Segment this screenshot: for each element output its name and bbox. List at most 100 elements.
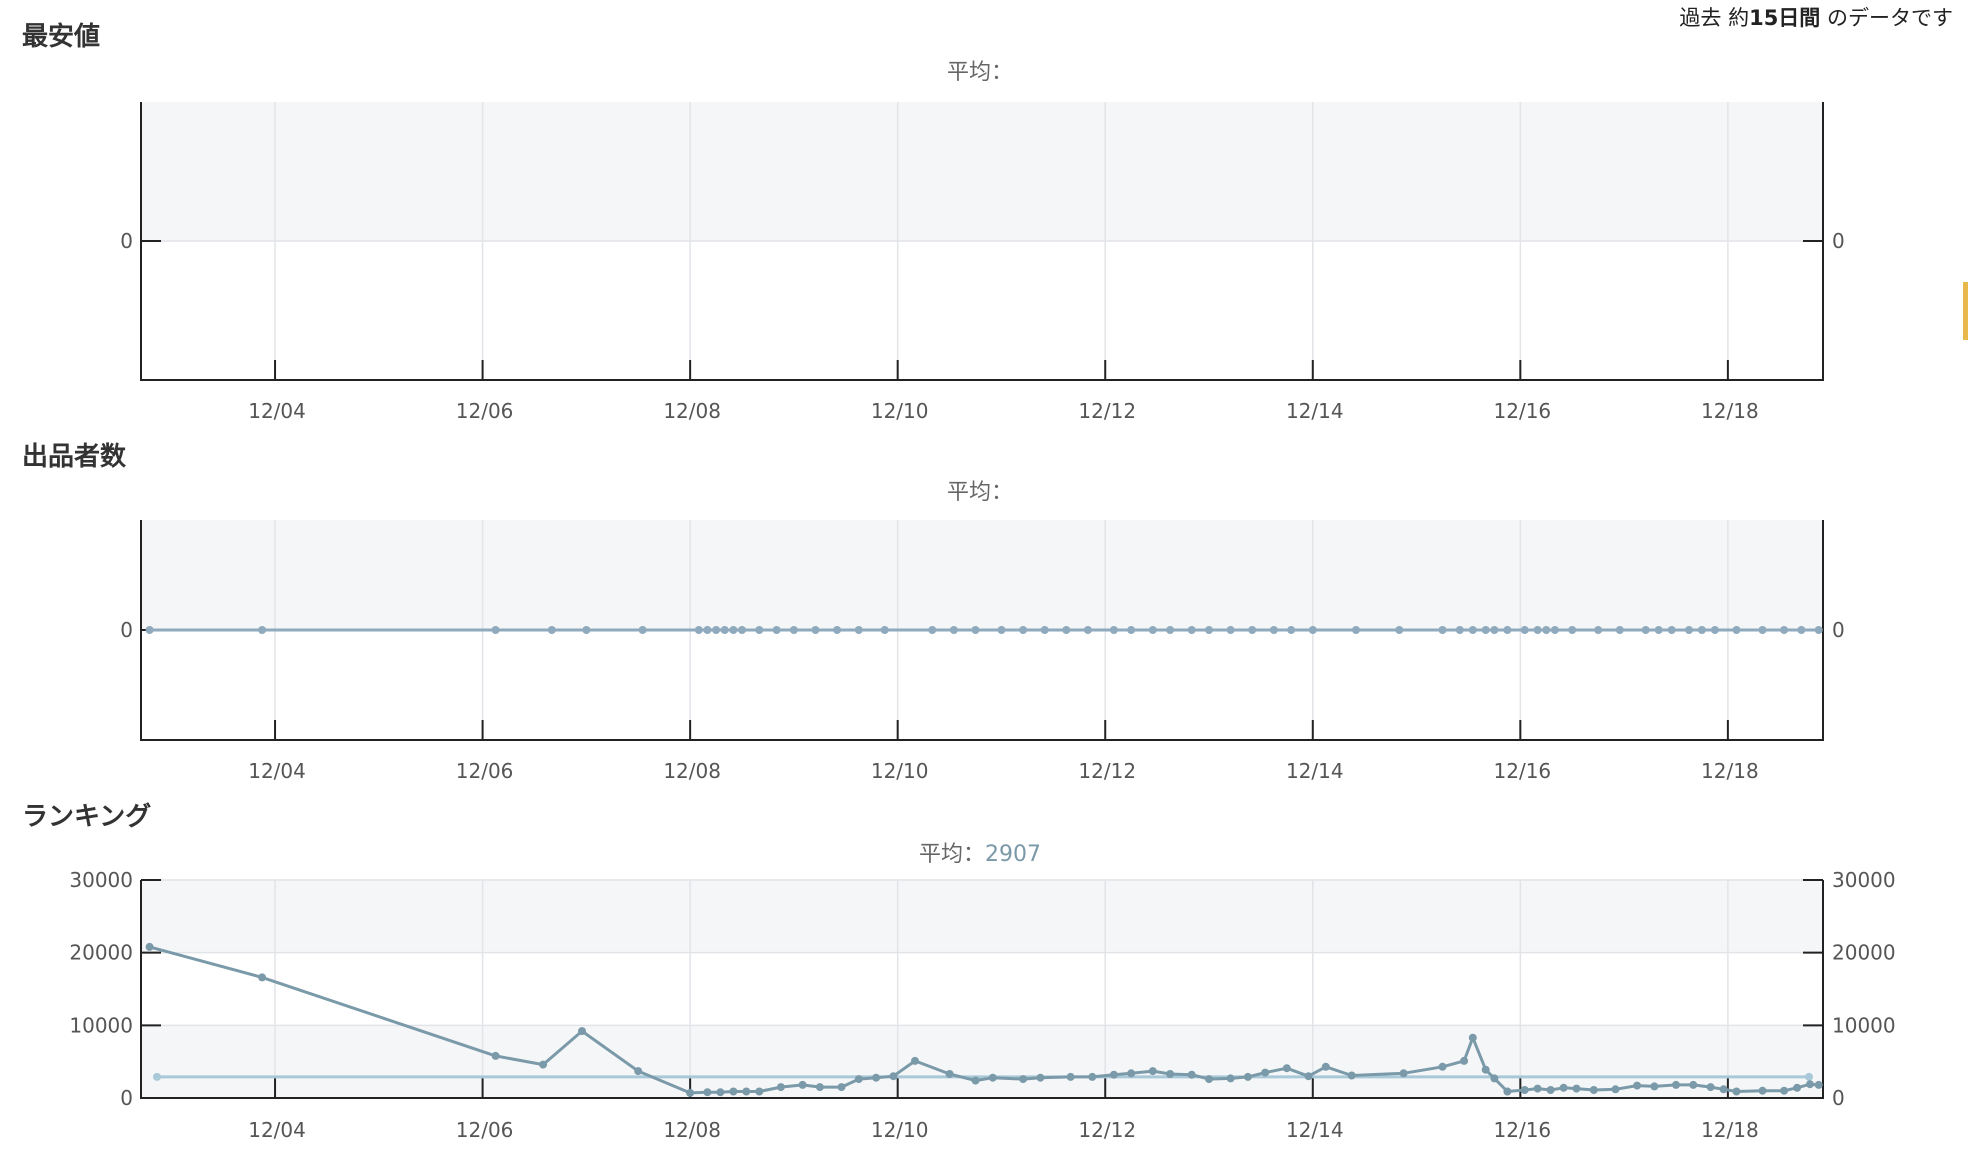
data-point[interactable] bbox=[1308, 626, 1317, 634]
data-point[interactable] bbox=[1546, 1086, 1555, 1094]
data-point[interactable] bbox=[889, 1072, 898, 1081]
data-point[interactable] bbox=[1261, 1068, 1270, 1077]
data-point[interactable] bbox=[755, 1087, 764, 1096]
data-point[interactable] bbox=[1533, 626, 1542, 634]
data-point[interactable] bbox=[872, 1073, 881, 1082]
data-point[interactable] bbox=[1226, 626, 1235, 634]
data-point[interactable] bbox=[1269, 626, 1278, 634]
data-point[interactable] bbox=[1710, 626, 1719, 634]
data-point[interactable] bbox=[145, 942, 154, 951]
data-point[interactable] bbox=[720, 626, 729, 634]
data-point[interactable] bbox=[1559, 1083, 1568, 1092]
data-point[interactable] bbox=[1589, 1086, 1598, 1094]
data-point[interactable] bbox=[949, 626, 958, 634]
data-point[interactable] bbox=[1814, 626, 1823, 634]
data-point[interactable] bbox=[1166, 1070, 1175, 1078]
data-point[interactable] bbox=[776, 1083, 785, 1092]
data-point[interactable] bbox=[703, 626, 712, 634]
data-point[interactable] bbox=[1282, 1064, 1291, 1073]
data-point[interactable] bbox=[258, 626, 267, 634]
data-point[interactable] bbox=[1148, 626, 1157, 634]
data-point[interactable] bbox=[578, 1027, 586, 1036]
data-point[interactable] bbox=[854, 626, 863, 634]
data-point[interactable] bbox=[880, 626, 889, 634]
data-point[interactable] bbox=[1490, 626, 1499, 634]
data-point[interactable] bbox=[1481, 1065, 1490, 1074]
data-point[interactable] bbox=[1550, 626, 1559, 634]
data-point[interactable] bbox=[1088, 1072, 1097, 1081]
data-point[interactable] bbox=[1455, 626, 1464, 634]
data-point[interactable] bbox=[1083, 626, 1092, 634]
data-point[interactable] bbox=[1321, 1062, 1330, 1071]
data-point[interactable] bbox=[1166, 626, 1175, 634]
data-point[interactable] bbox=[1438, 1062, 1447, 1071]
data-point[interactable] bbox=[1399, 1069, 1408, 1078]
data-point[interactable] bbox=[638, 626, 647, 634]
data-point[interactable] bbox=[258, 973, 267, 982]
data-point[interactable] bbox=[1758, 1086, 1767, 1095]
data-point[interactable] bbox=[539, 1060, 548, 1069]
data-point[interactable] bbox=[1667, 626, 1676, 634]
data-point[interactable] bbox=[854, 1075, 863, 1084]
data-point[interactable] bbox=[971, 1076, 980, 1085]
data-point[interactable] bbox=[1036, 1073, 1045, 1082]
data-point[interactable] bbox=[772, 626, 781, 634]
data-point[interactable] bbox=[729, 626, 738, 634]
data-point[interactable] bbox=[1814, 1080, 1823, 1089]
data-point[interactable] bbox=[634, 1067, 643, 1076]
data-point[interactable] bbox=[1062, 626, 1071, 634]
data-point[interactable] bbox=[1654, 626, 1663, 634]
data-point[interactable] bbox=[1793, 1083, 1802, 1092]
data-point[interactable] bbox=[837, 1083, 846, 1092]
data-point[interactable] bbox=[1542, 626, 1551, 634]
data-point[interactable] bbox=[491, 626, 500, 634]
data-point[interactable] bbox=[1615, 626, 1624, 634]
data-point[interactable] bbox=[1520, 626, 1529, 634]
data-point[interactable] bbox=[833, 626, 842, 634]
data-point[interactable] bbox=[811, 626, 820, 634]
data-point[interactable] bbox=[1641, 626, 1650, 634]
data-point[interactable] bbox=[1706, 1083, 1715, 1092]
data-point[interactable] bbox=[945, 1070, 954, 1078]
data-point[interactable] bbox=[1758, 626, 1767, 634]
data-point[interactable] bbox=[712, 626, 721, 634]
data-point[interactable] bbox=[1572, 1084, 1581, 1093]
data-point[interactable] bbox=[1594, 626, 1603, 634]
data-point[interactable] bbox=[1650, 1082, 1659, 1091]
data-point[interactable] bbox=[1304, 1072, 1313, 1081]
data-point[interactable] bbox=[1226, 1074, 1235, 1083]
data-point[interactable] bbox=[988, 1073, 997, 1082]
data-point[interactable] bbox=[1520, 1086, 1529, 1094]
data-point[interactable] bbox=[1719, 1085, 1728, 1094]
data-point[interactable] bbox=[1019, 1075, 1028, 1084]
data-point[interactable] bbox=[798, 1080, 807, 1089]
data-point[interactable] bbox=[1205, 626, 1213, 634]
data-point[interactable] bbox=[1468, 626, 1477, 634]
data-point[interactable] bbox=[547, 626, 556, 634]
data-point[interactable] bbox=[1243, 1072, 1252, 1081]
data-point[interactable] bbox=[1248, 626, 1257, 634]
data-point[interactable] bbox=[1780, 1086, 1789, 1095]
data-point[interactable] bbox=[1503, 626, 1512, 634]
data-point[interactable] bbox=[1187, 626, 1196, 634]
data-point[interactable] bbox=[1287, 626, 1296, 634]
data-point[interactable] bbox=[928, 626, 937, 634]
data-point[interactable] bbox=[1732, 1087, 1741, 1096]
data-point[interactable] bbox=[1481, 626, 1490, 634]
data-point[interactable] bbox=[1019, 626, 1028, 634]
data-point[interactable] bbox=[145, 626, 154, 634]
data-point[interactable] bbox=[1633, 1081, 1642, 1090]
data-point[interactable] bbox=[738, 626, 746, 634]
data-point[interactable] bbox=[1503, 1087, 1512, 1096]
data-point[interactable] bbox=[997, 626, 1006, 634]
data-point[interactable] bbox=[1611, 1085, 1620, 1094]
data-point[interactable] bbox=[1205, 1075, 1213, 1084]
data-point[interactable] bbox=[1109, 1070, 1118, 1079]
data-point[interactable] bbox=[789, 626, 798, 634]
data-point[interactable] bbox=[1066, 1072, 1075, 1081]
data-point[interactable] bbox=[1395, 626, 1404, 634]
data-point[interactable] bbox=[1797, 626, 1806, 634]
data-point[interactable] bbox=[1806, 1080, 1814, 1089]
data-point[interactable] bbox=[1672, 1080, 1680, 1089]
data-point[interactable] bbox=[742, 1087, 751, 1096]
